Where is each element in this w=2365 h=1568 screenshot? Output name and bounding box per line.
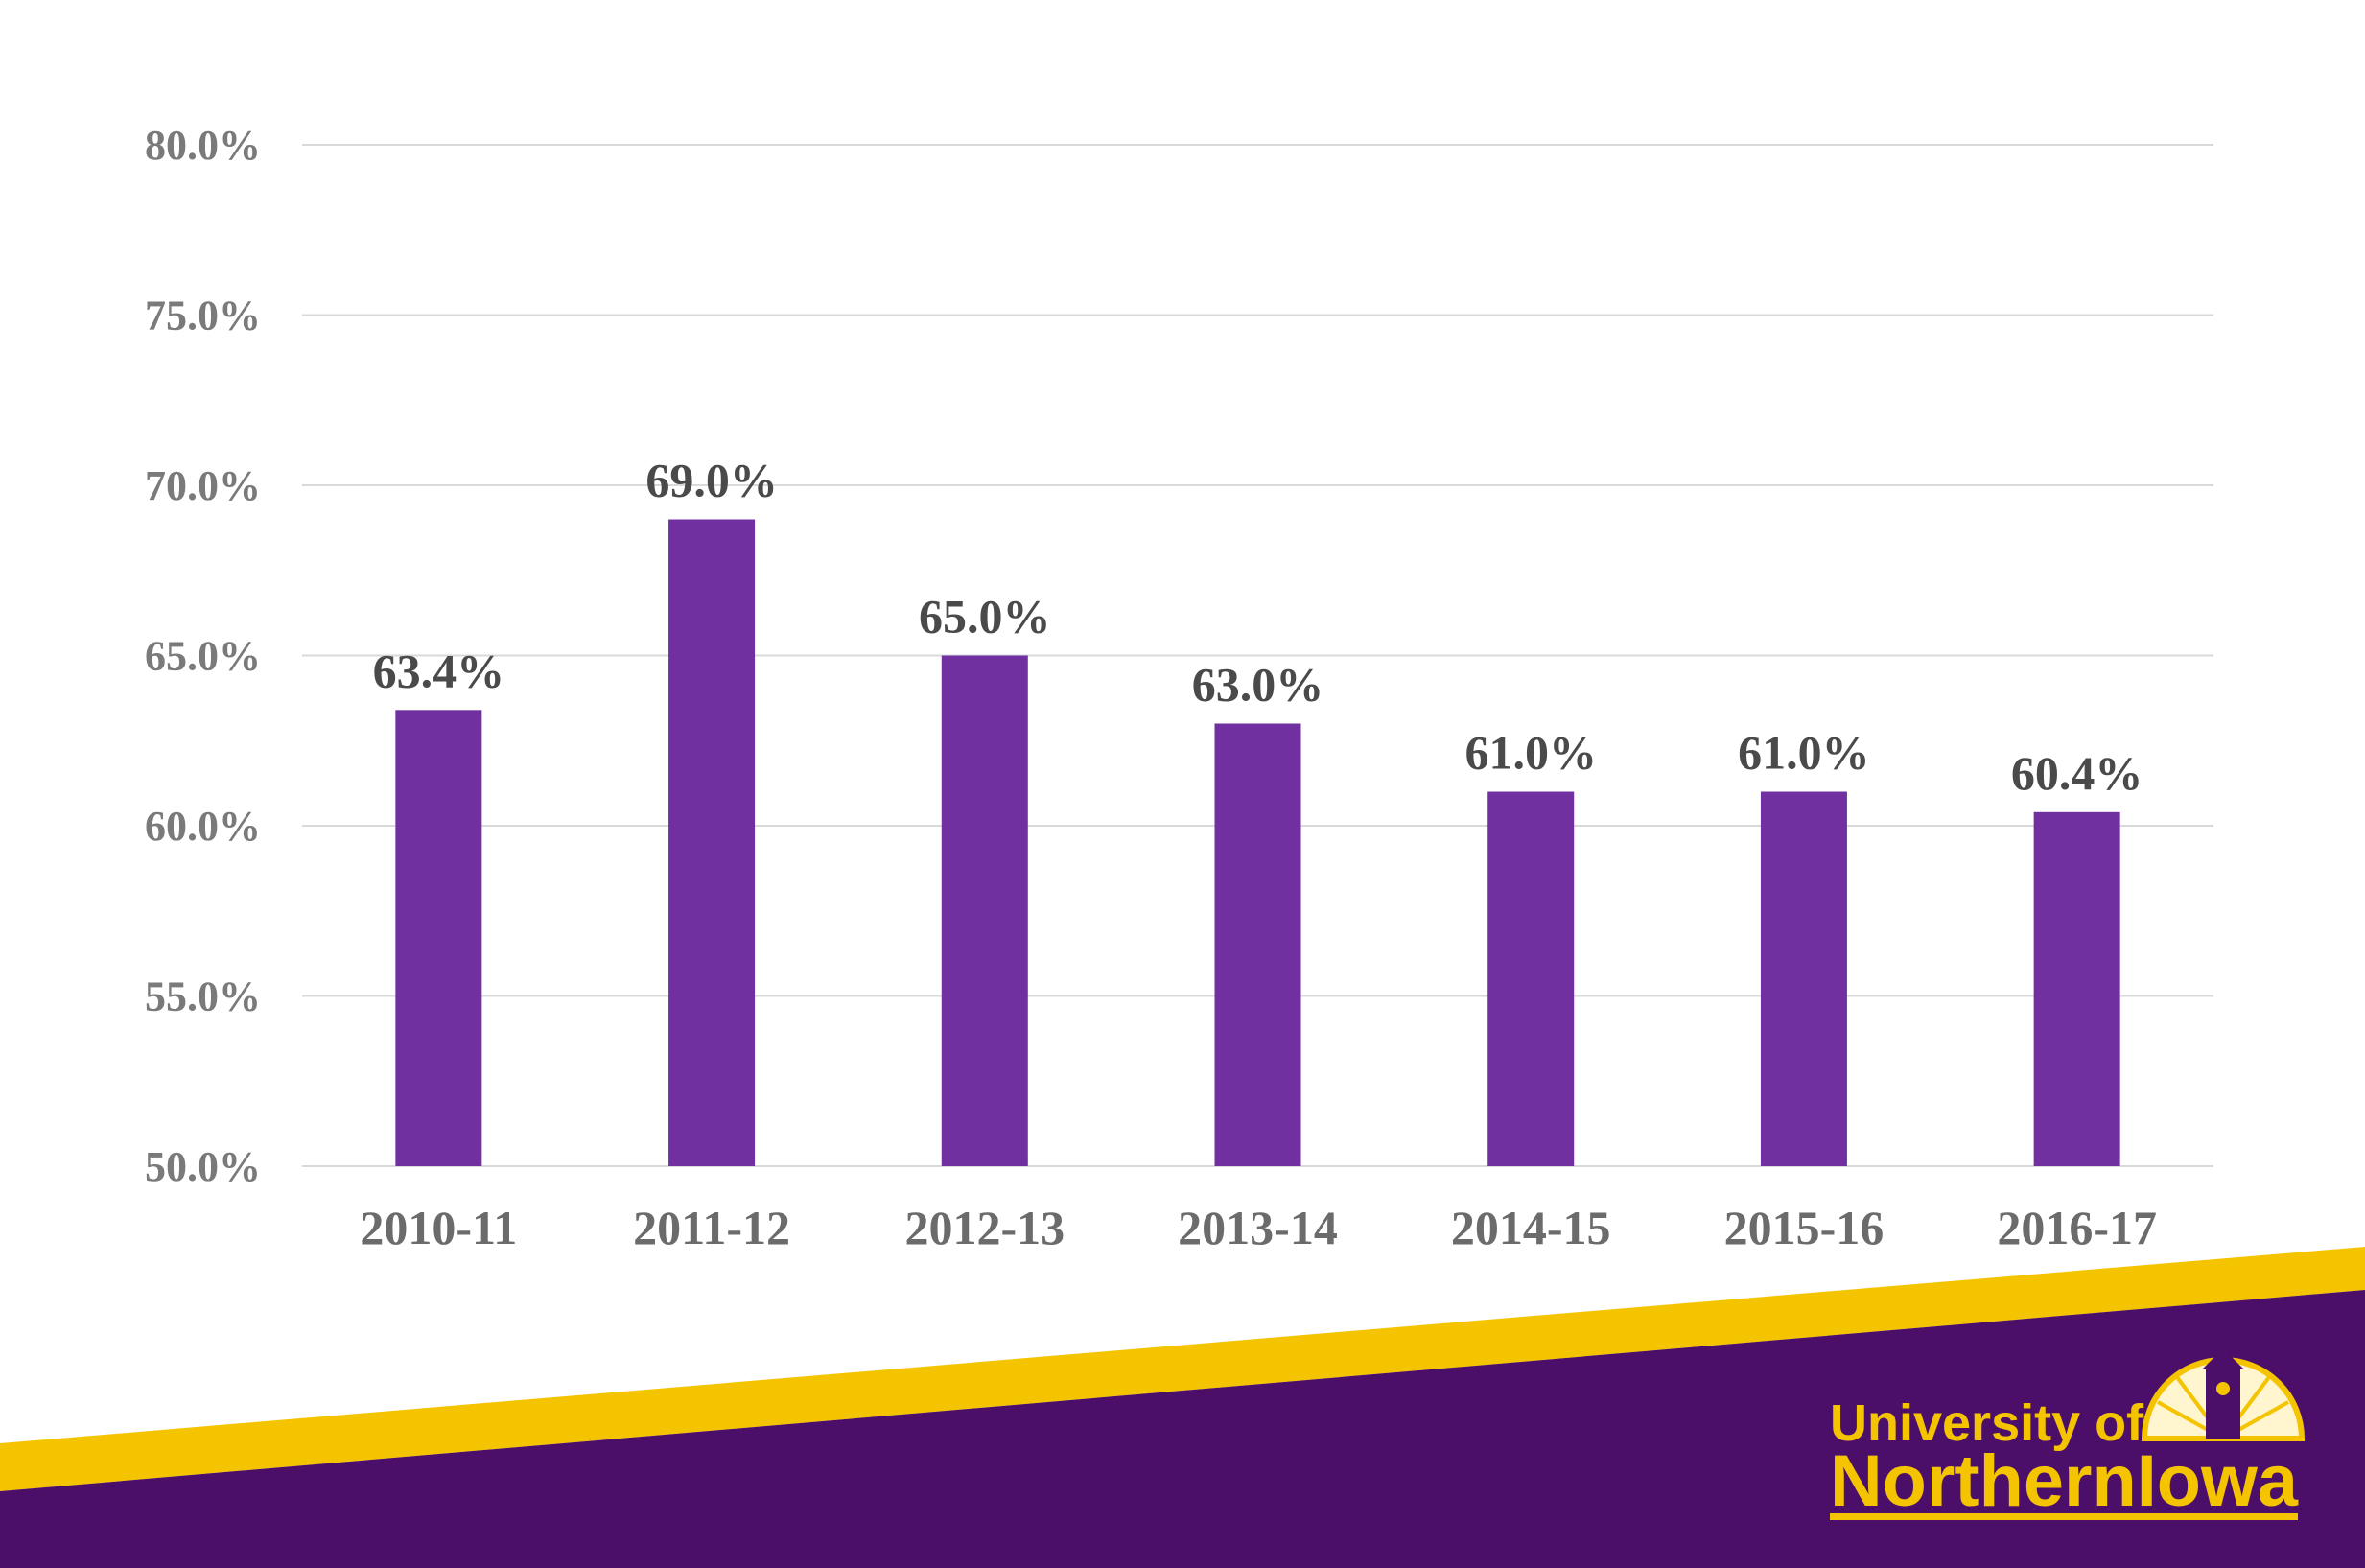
campanile-emblem-icon	[2141, 1348, 2306, 1441]
data-label: 61.0%	[1464, 726, 1597, 780]
footer-banner	[0, 1247, 2365, 1568]
x-axis-ticks: 2010-11 2011-12 2012-13 2013-14 2014-15 2015-…	[360, 1201, 2157, 1254]
bars	[395, 519, 2120, 1166]
x-tick-label: 2016-17	[1997, 1201, 2157, 1254]
data-label: 63.0%	[1192, 658, 1324, 712]
data-label: 60.4%	[2011, 746, 2143, 800]
bar	[1487, 791, 1575, 1166]
data-label: 61.0%	[1738, 726, 1870, 780]
data-label: 63.4%	[373, 644, 505, 697]
x-tick-label: 2012-13	[904, 1201, 1065, 1254]
data-label: 65.0%	[919, 590, 1051, 644]
x-tick-label: 2015-16	[1724, 1201, 1885, 1254]
x-tick-label: 2011-12	[633, 1201, 790, 1254]
y-tick-label: 65.0%	[145, 633, 261, 680]
y-tick-label: 60.0%	[145, 803, 261, 850]
x-tick-label: 2013-14	[1178, 1201, 1338, 1254]
logo-line1: University of	[1830, 1394, 2144, 1452]
logo-line2: NorthernIowa	[1830, 1440, 2299, 1522]
y-tick-label: 70.0%	[145, 462, 261, 509]
x-tick-label: 2010-11	[360, 1201, 517, 1254]
bar	[2033, 811, 2120, 1166]
gold-stripe	[0, 1247, 2365, 1491]
bar	[1214, 723, 1301, 1166]
logo-underline	[1830, 1513, 2298, 1520]
bar	[395, 710, 482, 1166]
purple-band	[0, 1290, 2365, 1568]
university-logo: University of NorthernIowa	[1830, 1348, 2306, 1522]
bar	[1760, 791, 1847, 1166]
y-axis-ticks: 50.0% 55.0% 60.0% 65.0% 70.0% 75.0% 80.0%	[145, 122, 261, 1190]
bar	[941, 655, 1028, 1166]
y-tick-label: 50.0%	[145, 1143, 261, 1190]
data-label: 69.0%	[645, 454, 778, 507]
y-tick-label: 75.0%	[145, 293, 261, 339]
y-tick-label: 55.0%	[145, 973, 261, 1020]
bar	[668, 519, 756, 1166]
data-labels: 63.4% 69.0% 65.0% 63.0% 61.0% 61.0% 60.4%	[373, 454, 2143, 800]
y-tick-label: 80.0%	[145, 122, 261, 169]
x-tick-label: 2014-15	[1451, 1201, 1611, 1254]
